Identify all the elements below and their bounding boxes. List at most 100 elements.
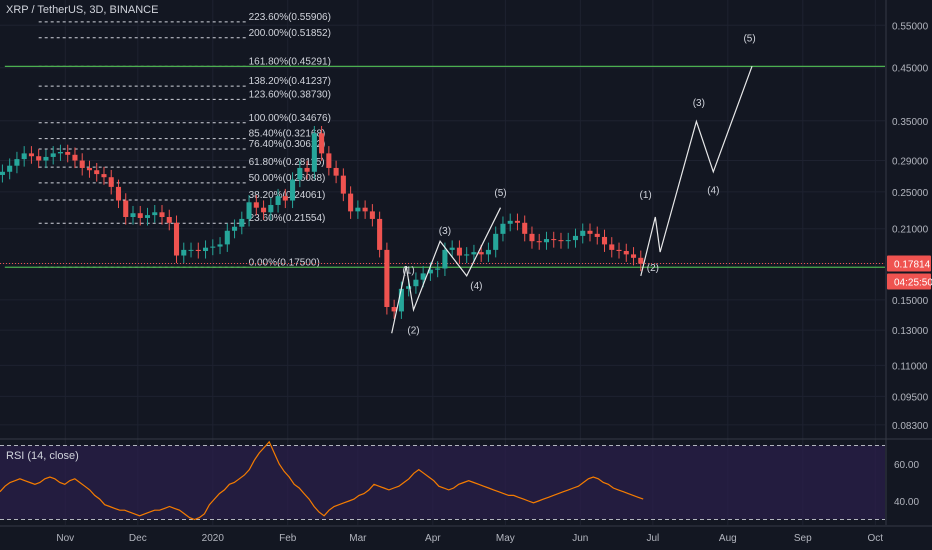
price-axis-label: 0.35000 [892,117,929,128]
rsi-axis-label: 60.00 [894,460,919,471]
wave-label: (4) [707,186,719,197]
candle-body [630,254,637,258]
candle-body [572,235,579,241]
candle-body [101,174,107,178]
candle-body [340,175,346,194]
price-axis-label: 0.29000 [892,157,929,168]
candle-body [536,241,542,243]
candle-body [14,159,20,166]
last-price-tag [887,255,931,272]
candle-body [65,151,71,155]
candle-body [551,239,557,241]
candle-body [420,273,426,280]
candle-body [108,177,114,187]
fib-level-label: 123.60%(0.38730) [249,89,331,100]
candle-body [529,233,535,242]
candle-body [493,233,499,250]
candle-body [166,217,172,223]
candle-body [246,202,252,219]
fib-level-label: 0.00%(0.17500) [249,257,320,268]
candle-body [130,213,136,218]
candle-body [413,279,419,287]
time-axis-label: Mar [349,533,367,544]
candle-body [188,249,194,251]
price-axis-label: 0.25000 [892,188,929,199]
candle-body [181,249,187,256]
candle-body [253,202,259,208]
candle-body [609,244,615,250]
candle-body [239,218,245,227]
candle-body [195,249,201,252]
candle-body [202,247,209,252]
candle-body [522,222,528,234]
time-axis-label: 2020 [202,533,225,544]
candle-body [326,153,332,168]
wave-label: (4) [470,281,482,292]
candle-body [57,151,63,154]
candle-body [456,247,462,256]
candle-body [115,186,122,201]
candle-body [514,220,520,223]
candle-body [565,240,571,242]
candle-body [304,167,310,172]
time-axis-label: Jun [572,533,588,544]
candle-body [297,167,303,180]
rsi-title[interactable]: RSI (14, close) [6,450,79,462]
candle-body [152,212,158,216]
candle-body [406,286,412,289]
fib-level-label: 50.00%(0.26088) [249,173,326,184]
candle-body [261,207,267,213]
time-axis-label: Jul [646,533,659,544]
candle-body [391,306,397,312]
wave-projection-path [391,207,502,334]
time-axis-label: Nov [56,533,74,544]
symbol-title[interactable]: XRP / TetherUS, 3D, BINANCE [6,4,159,16]
candle-body [369,211,375,219]
time-axis-label: Dec [129,533,147,544]
time-axis-label: Apr [425,533,441,544]
candle-body [282,196,288,201]
candle-body [28,153,34,157]
time-axis-label: Sep [794,533,812,544]
time-axis-label: Oct [868,533,884,544]
rsi-band [0,445,885,520]
candle-body [449,247,455,250]
countdown-tag [887,273,931,290]
fib-level-label: 223.60%(0.55906) [249,12,331,23]
candle-body [485,249,491,255]
candle-body [210,246,216,248]
candle-body [558,240,564,242]
candle-body [232,226,238,231]
candle-body [478,252,484,255]
time-axis-label: May [496,533,515,544]
candle-body [217,244,223,247]
candle-body [290,179,296,201]
candle-body [580,230,586,236]
candle-body [36,156,42,161]
candle-body [137,213,143,218]
candle-body [384,249,390,307]
candle-body [173,222,180,256]
wave-label: (3) [439,226,451,237]
fib-level-label: 138.20%(0.41237) [249,76,331,87]
candle-body [507,220,513,224]
candle-body [442,249,448,269]
candle-body [377,218,383,250]
fib-level-label: 23.60%(0.21554) [249,213,326,224]
candle-body [543,239,550,243]
price-axis-label: 0.15000 [892,296,929,307]
candle-body [268,204,274,213]
candle-body [435,268,441,270]
price-axis-label: 0.45000 [892,64,929,75]
candle-body [464,254,470,256]
wave-label: (5) [743,33,755,44]
candle-body [0,171,5,175]
time-axis-label: Feb [279,533,297,544]
fib-level-label: 38.20%(0.24061) [249,190,326,201]
fib-level-label: 161.80%(0.45291) [249,56,331,67]
wave-label: (1) [403,265,415,276]
candle-body [43,156,49,161]
fib-level-label: 85.40%(0.32168) [249,129,326,140]
candle-body [362,207,368,212]
